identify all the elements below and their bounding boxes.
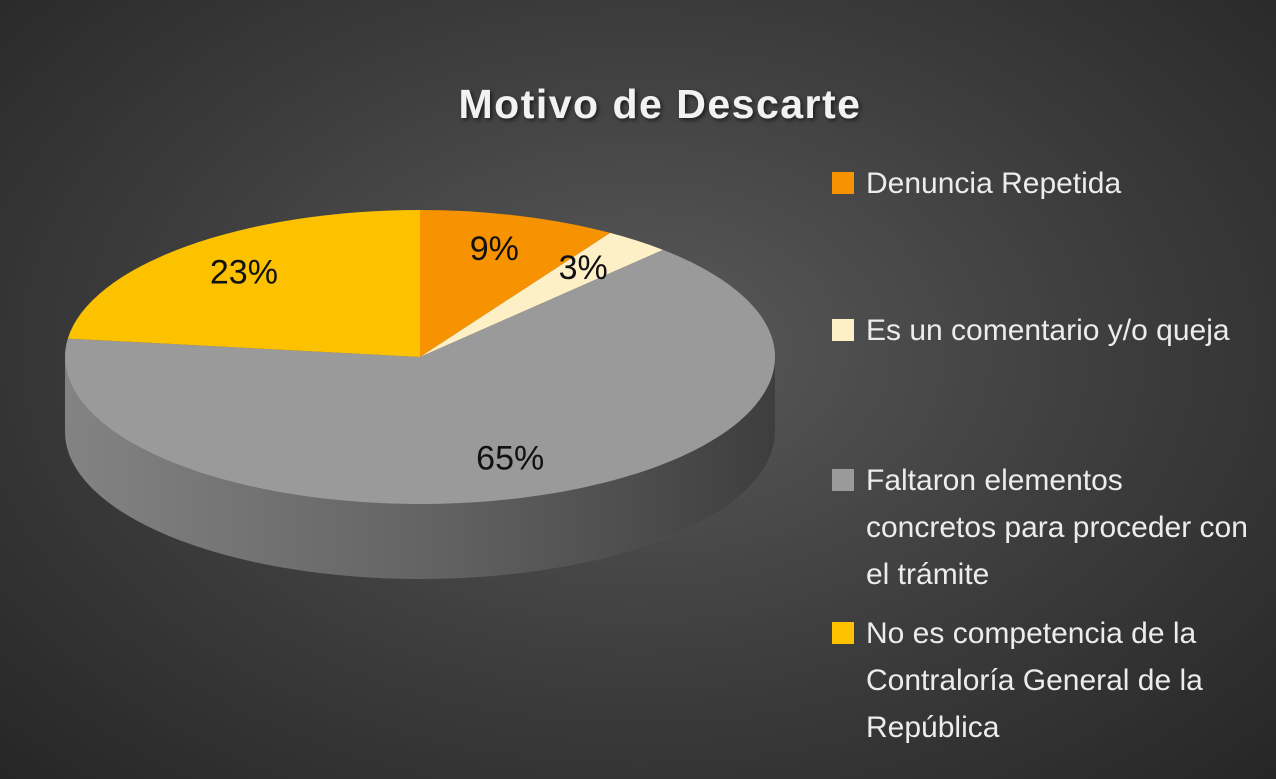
- legend-item: Faltaron elementos concretos para proced…: [832, 457, 1252, 598]
- legend-label: Faltaron elementos concretos para proced…: [866, 464, 1248, 591]
- data-label: 3%: [559, 249, 608, 287]
- legend-swatch: [832, 469, 854, 491]
- legend-swatch: [832, 319, 854, 341]
- slice: [420, 232, 664, 357]
- slice-side-shade: [65, 357, 775, 579]
- legend-swatch: [832, 172, 854, 194]
- slice: [420, 210, 611, 357]
- legend-label: Es un comentario y/o queja: [866, 314, 1230, 347]
- pie-sides: [65, 357, 775, 579]
- legend-label: No es competencia de la Contraloría Gene…: [866, 617, 1203, 744]
- legend-label: Denuncia Repetida: [866, 167, 1122, 200]
- pie-tops: [64, 210, 776, 504]
- legend-item: Es un comentario y/o queja: [832, 307, 1252, 354]
- legend-item: No es competencia de la Contraloría Gene…: [832, 610, 1252, 751]
- slice: [67, 210, 420, 357]
- data-label: 23%: [210, 253, 278, 291]
- chart-title: Motivo de Descarte: [459, 81, 862, 127]
- legend-item: Denuncia Repetida: [832, 160, 1252, 207]
- legend-swatch: [832, 622, 854, 644]
- data-label: 65%: [476, 440, 544, 478]
- data-label: 9%: [470, 230, 519, 268]
- slice: [64, 249, 776, 504]
